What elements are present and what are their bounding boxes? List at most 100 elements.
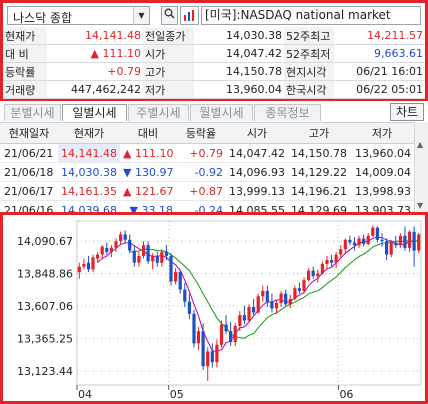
tab-info[interactable]: 종목정보 <box>254 104 321 121</box>
table-cell-date: 21/06/18 <box>0 162 58 182</box>
candle-body <box>174 272 178 282</box>
quote-label: 한국시각 <box>284 80 334 99</box>
candle-body <box>297 288 301 291</box>
candle-body <box>82 264 86 267</box>
quote-value: 447,462,242 <box>47 80 143 99</box>
table-cell-open: 14,047.42 <box>226 143 288 163</box>
table-cell-chg: ▼ 130.97 <box>120 162 176 182</box>
candle-body <box>371 227 375 236</box>
column-header[interactable]: 현재일자 <box>0 122 58 144</box>
mini-chart-button[interactable] <box>180 6 199 25</box>
candle-body <box>192 313 196 344</box>
table-cell-close: 14,039.68 <box>58 200 120 212</box>
quote-value: 9,663.61 <box>334 44 425 63</box>
candle-body <box>307 270 311 281</box>
market-select[interactable]: 나스닥 종합 ▼ <box>7 6 150 25</box>
table-cell-chg: ▼ 33.18 <box>120 200 176 212</box>
scroll-down-icon[interactable]: ▼ <box>417 201 424 210</box>
candle-body <box>242 315 246 321</box>
candle-body <box>343 239 347 250</box>
candle-body <box>320 264 324 274</box>
scroll-up-icon[interactable]: ▲ <box>417 140 424 149</box>
tab-minute[interactable]: 분별시세 <box>4 104 61 121</box>
table-row[interactable]: 21/06/18 14,030.38 ▼ 130.97 -0.92 14,096.93 1… <box>0 162 414 182</box>
candle-body <box>224 324 228 332</box>
candle-body <box>151 256 155 262</box>
table-cell-high: 14,196.21 <box>288 181 350 201</box>
column-header[interactable]: 시가 <box>226 122 288 144</box>
candle-body <box>293 288 297 299</box>
candle-body <box>229 331 233 342</box>
candlestick-chart[interactable]: 14,090.67 13,848.86 13,607.06 13,365.25 13,1… <box>0 212 428 404</box>
candle-body <box>137 256 141 263</box>
candle-body <box>394 242 398 246</box>
candle-body <box>219 324 224 345</box>
y-tick-label: 13,365.25 <box>17 333 73 346</box>
candle-body <box>114 241 118 248</box>
table-cell-date: 21/06/17 <box>0 181 58 201</box>
candle-body <box>141 245 146 256</box>
candle-body <box>128 239 132 251</box>
candle-body <box>215 344 219 363</box>
candle-body <box>279 293 283 303</box>
search-icon <box>164 8 175 19</box>
quote-value: 14,211.57 <box>334 27 425 45</box>
quote-panel: 현재가 14,141.48 전일종가 14,030.38 52주최고 14,211.57 대… <box>0 27 428 101</box>
candle-body <box>366 235 370 244</box>
y-tick-label: 13,848.86 <box>17 268 73 281</box>
candle-body <box>380 239 384 242</box>
candle-body <box>352 242 357 246</box>
vertical-scrollbar[interactable]: ▲ ▼ <box>414 122 428 212</box>
table-cell-open: 13,999.13 <box>226 181 288 201</box>
y-tick-label: 13,607.06 <box>17 300 73 313</box>
quote-row: 등락률 +0.79 고가 14,150.78 현지시각 06/21 16:01 <box>3 62 425 81</box>
candle-body <box>270 301 274 309</box>
x-tick-label: 04 <box>78 388 92 401</box>
column-header[interactable]: 대비 <box>120 122 176 144</box>
candle-body <box>100 246 104 255</box>
candle-body <box>146 245 150 262</box>
candle-body <box>334 254 338 263</box>
column-header[interactable]: 저가 <box>350 122 414 144</box>
quote-value: 13,960.04 <box>194 80 284 99</box>
table-row[interactable]: 21/06/17 14,161.35 ▲ 121.67 +0.87 13,999.13 1… <box>0 181 414 201</box>
table-row[interactable]: 21/06/16 14,039.68 ▼ 33.18 -0.24 14,085.55 14… <box>0 200 414 212</box>
candle-body <box>247 307 251 321</box>
candle-body <box>265 290 269 302</box>
quote-label: 현재가 <box>3 27 47 45</box>
table-row[interactable]: 21/06/21 14,141.48 ▲ 111.10 +0.79 14,047.42 1… <box>0 143 414 163</box>
candle-body <box>201 331 205 367</box>
candle-body <box>316 273 320 277</box>
candle-body <box>233 325 237 342</box>
candle-body <box>206 351 210 367</box>
quote-value: 14,150.78 <box>194 62 284 81</box>
table-cell-close: 14,141.48 <box>58 143 120 163</box>
quote-label: 고가 <box>143 62 194 81</box>
quote-value: 06/21 16:01 <box>334 62 425 81</box>
quote-label: 시가 <box>143 44 194 63</box>
candle-body <box>105 247 109 252</box>
candle-body <box>183 289 187 302</box>
column-header[interactable]: 현재가 <box>58 122 120 144</box>
candle-body <box>178 272 182 290</box>
candle-body <box>238 315 242 326</box>
candle-body <box>412 231 416 251</box>
table-cell-low: 13,960.04 <box>350 143 414 163</box>
quote-label: 거래량 <box>3 80 47 99</box>
chart-button[interactable]: 차트 <box>390 103 424 121</box>
quote-value: ▲ 111.10 <box>47 44 143 63</box>
table-cell-rate: +0.79 <box>176 143 226 163</box>
quote-value: 14,030.38 <box>194 27 284 45</box>
quote-row: 대 비 ▲ 111.10 시가 14,047.42 52주최저 9,663.61 <box>3 44 425 63</box>
chevron-down-icon[interactable]: ▼ <box>133 7 149 24</box>
column-header[interactable]: 등락율 <box>176 122 226 144</box>
table-cell-chg: ▲ 111.10 <box>120 143 176 163</box>
candle-body <box>169 256 173 282</box>
tab-daily[interactable]: 일별시세 <box>62 104 127 121</box>
table-cell-low: 14,009.04 <box>350 162 414 182</box>
search-button[interactable] <box>161 6 178 25</box>
tab-monthly[interactable]: 월별시세 <box>190 104 253 121</box>
daily-table: 현재일자 현재가 대비 등락율 시가 고가 저가 21/06/21 14,141.48 ▲ 11… <box>0 122 414 212</box>
tab-weekly[interactable]: 주별시세 <box>128 104 189 121</box>
column-header[interactable]: 고가 <box>288 122 350 144</box>
